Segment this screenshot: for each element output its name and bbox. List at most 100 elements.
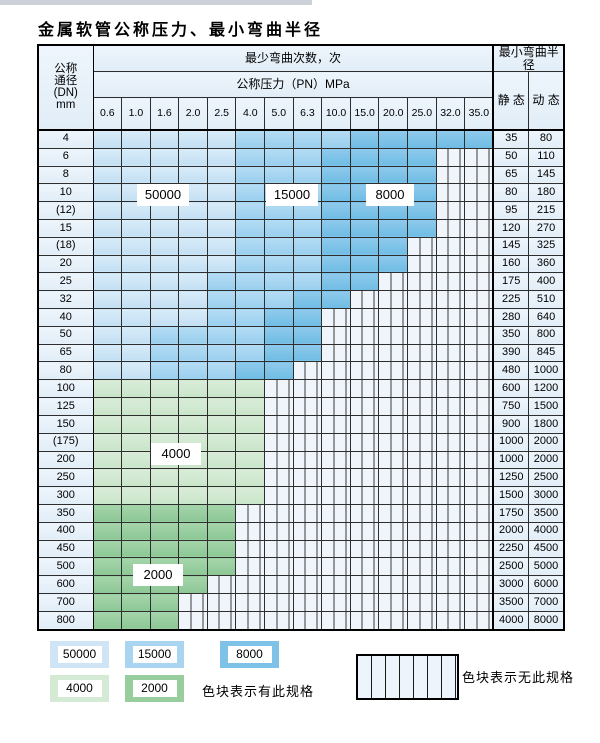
spec-cell-8000 [349, 218, 380, 238]
no-spec-cell [407, 361, 437, 381]
no-spec-cell [407, 325, 437, 345]
spec-cell-50000 [149, 290, 180, 310]
dn-cell: 65 [37, 343, 94, 363]
spec-cell-15000 [264, 272, 294, 292]
spec-cell-50000 [121, 361, 151, 381]
dynamic-value: 400 [527, 272, 565, 292]
table-row: 700 3500 7000 [37, 593, 565, 612]
spec-cell-4000 [149, 486, 180, 505]
no-spec-cell [435, 486, 466, 505]
spec-cell-4000 [235, 379, 266, 399]
no-spec-cell [235, 610, 266, 631]
spec-cell-15000 [235, 165, 266, 185]
no-spec-cell [349, 379, 380, 399]
dynamic-value: 325 [527, 236, 565, 256]
spec-cell-50000 [149, 272, 180, 292]
spec-cell-15000 [178, 361, 208, 381]
no-spec-cell [435, 557, 466, 577]
no-spec-cell [464, 575, 494, 595]
spec-cell-50000 [92, 254, 123, 274]
no-spec-cell [378, 593, 409, 612]
no-spec-cell [435, 539, 466, 559]
spec-cell-2000 [149, 610, 180, 631]
no-spec-cell [264, 610, 294, 631]
pressure-value-cell: 2.5 [206, 97, 237, 131]
static-value: 145 [492, 236, 529, 256]
static-value: 160 [492, 254, 529, 274]
spec-cell-4000 [235, 414, 266, 434]
spec-cell-4000 [178, 468, 208, 488]
no-spec-cell [321, 308, 351, 327]
legend-no-spec-text: 色块表示无此规格 [462, 670, 575, 685]
spec-cell-2000 [121, 593, 151, 612]
no-spec-cell [264, 397, 294, 416]
spec-cell-50000 [92, 308, 123, 327]
spec-cell-15000 [235, 201, 266, 220]
no-spec-cell [464, 147, 494, 167]
spec-cell-2000 [92, 593, 123, 612]
no-spec-cell [321, 432, 351, 452]
spec-cell-50000 [149, 236, 180, 256]
no-spec-cell [378, 325, 409, 345]
dn-cell: 400 [37, 521, 94, 541]
table-row: 125 750 1500 [37, 397, 565, 416]
spec-cell-50000 [178, 254, 208, 274]
spec-cell-50000 [206, 201, 237, 220]
no-spec-cell [435, 593, 466, 612]
dn-cell: (175) [37, 432, 94, 452]
dn-cell: 4 [37, 129, 94, 149]
table-row: 8 65 145 [37, 165, 565, 185]
spec-cell-2000 [92, 521, 123, 541]
spec-cell-2000 [92, 575, 123, 595]
spec-cell-4000 [121, 486, 151, 505]
spec-cell-4000 [206, 432, 237, 452]
no-spec-cell [464, 236, 494, 256]
spec-cell-4000 [149, 397, 180, 416]
spec-cell-15000 [235, 290, 266, 310]
no-spec-cell [264, 503, 294, 523]
dn-cell: 200 [37, 450, 94, 470]
dn-cell: 350 [37, 503, 94, 523]
spec-cell-4000 [92, 379, 123, 399]
band-label-15000: 15000 [266, 184, 318, 206]
spec-cell-8000 [292, 325, 323, 345]
static-value: 350 [492, 325, 529, 345]
no-spec-cell [264, 539, 294, 559]
spec-cell-4000 [149, 379, 180, 399]
spec-cell-4000 [178, 397, 208, 416]
no-spec-cell [464, 397, 494, 416]
no-spec-cell [378, 414, 409, 434]
no-spec-cell [407, 254, 437, 274]
bend-cycles-header: 最少弯曲次数，次 [92, 44, 494, 73]
spec-cell-4000 [92, 486, 123, 505]
spec-cell-4000 [92, 397, 123, 416]
dynamic-value: 6000 [527, 575, 565, 595]
no-spec-cell [321, 503, 351, 523]
spec-cell-2000 [92, 610, 123, 631]
spec-cell-8000 [321, 201, 351, 220]
no-spec-cell [464, 379, 494, 399]
dynamic-value: 800 [527, 325, 565, 345]
spec-cell-8000 [321, 254, 351, 274]
no-spec-cell [349, 308, 380, 327]
pressure-value-cell: 4.0 [235, 97, 266, 131]
spec-cell-4000 [121, 379, 151, 399]
legend-swatch-label: 8000 [227, 646, 272, 663]
table-row: (18) 145 325 [37, 236, 565, 256]
spec-cell-15000 [264, 236, 294, 256]
no-spec-cell [378, 468, 409, 488]
dn-cell: 15 [37, 218, 94, 238]
no-spec-cell [178, 610, 208, 631]
spec-cell-50000 [206, 236, 237, 256]
spec-cell-8000 [321, 272, 351, 292]
dynamic-value: 270 [527, 218, 565, 238]
no-spec-cell [292, 361, 323, 381]
dynamic-value: 845 [527, 343, 565, 363]
spec-cell-50000 [92, 129, 123, 149]
spec-cell-4000 [149, 414, 180, 434]
spec-cell-15000 [292, 218, 323, 238]
no-spec-cell [464, 468, 494, 488]
dn-cell: 800 [37, 610, 94, 631]
table-row: 250 1250 2500 [37, 468, 565, 488]
spec-cell-4000 [206, 450, 237, 470]
